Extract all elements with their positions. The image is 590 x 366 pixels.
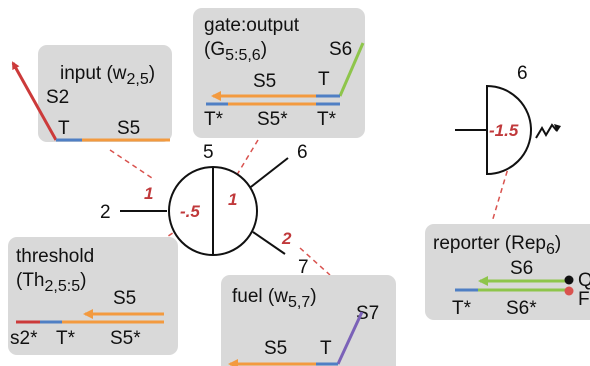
fuel-strand-purple — [336, 311, 364, 365]
reporter-panel: reporter (Rep6) S6 T* S6* Q F — [425, 224, 590, 320]
threshold-bottom-t-label: T* — [56, 328, 76, 349]
fluorescence-signal-icon — [535, 123, 558, 139]
threshold-bottom-s5-label: S5* — [110, 328, 141, 349]
neuron-input-label: 2 — [100, 202, 111, 223]
neuron-output-upper-label: 6 — [297, 142, 308, 163]
input-box — [38, 45, 172, 142]
reporter-bottom-s6-label: S6* — [506, 298, 537, 319]
threshold-subtitle: (Th2,5:5) — [16, 270, 86, 295]
gate-top-green — [338, 42, 365, 97]
fuel-toehold-label: T — [320, 338, 332, 359]
reporter-node-weight: -1.5 — [489, 121, 519, 140]
gate-title: gate:output — [204, 15, 300, 36]
reporter-box — [425, 224, 590, 320]
threshold-top-domain-label: S5 — [113, 288, 136, 309]
neuron-output-edge-upper — [246, 157, 289, 191]
input-strand-label: S2 — [46, 87, 69, 108]
gate-bottom-t1-label: T* — [204, 109, 224, 130]
gate-top-toehold-label: T — [318, 69, 330, 90]
fuel-title: fuel (w5,7) — [232, 286, 317, 311]
gate-bottom-t2-label: T* — [317, 109, 337, 130]
neuron-output-lower-label: 7 — [298, 257, 309, 278]
gate-top-domain-label: S5 — [253, 71, 276, 92]
gate-top-strand-label: S6 — [329, 39, 352, 60]
reporter-bottom-t-label: T* — [452, 298, 472, 319]
input-panel: input (w2,5) S2 T S5 — [11, 45, 172, 142]
threshold-title: threshold — [16, 246, 94, 267]
gate-bottom-s5-label: S5* — [257, 109, 288, 130]
quencher-dot — [564, 275, 574, 285]
fuel-strand-label: S7 — [356, 303, 379, 324]
input-toehold-label: T — [58, 118, 70, 139]
input-connector — [109, 149, 156, 181]
threshold-box — [8, 237, 178, 355]
fluorophore-label: F — [578, 289, 590, 310]
reporter-top-domain-label: S6 — [510, 258, 533, 279]
neuron-gate-weight: 1 — [228, 190, 237, 209]
neuron-output-edge-lower — [252, 231, 286, 255]
reporter-node: 6 -1.5 — [455, 63, 561, 176]
quencher-label: Q — [578, 270, 590, 291]
fuel-connector — [299, 247, 331, 276]
neuron-input-weight: 1 — [144, 184, 153, 203]
reporter-node-label: 6 — [517, 63, 528, 84]
fuel-panel: fuel (w5,7) S7 S5 T — [221, 275, 396, 366]
neuron-threshold-weight: -.5 — [180, 202, 200, 221]
input-domain-label: S5 — [117, 118, 140, 139]
fluorescence-arrowhead — [554, 124, 561, 132]
fuel-box — [221, 275, 396, 366]
fuel-domain-label: S5 — [264, 338, 287, 359]
gate-subtitle: (G5:5,6) — [204, 39, 267, 64]
neuron-top-label: 5 — [203, 142, 214, 163]
input-title: input (w2,5) — [60, 63, 155, 88]
gate-panel: gate:output (G5:5,6) S6 T S5 T* S5* T* — [193, 8, 365, 138]
reporter-title: reporter (Rep6) — [433, 233, 561, 258]
threshold-panel: threshold (Th2,5:5) S5 s2* T* S5* — [8, 237, 178, 355]
fluorophore-dot — [564, 286, 574, 296]
neuron-fuel-weight: 2 — [281, 229, 292, 248]
input-strand-red — [11, 61, 58, 141]
threshold-bottom-s2-label: s2* — [10, 328, 38, 349]
neuron: 2 5 6 7 -.5 1 1 2 — [100, 142, 309, 278]
reporter-node-half-circle — [486, 84, 532, 176]
